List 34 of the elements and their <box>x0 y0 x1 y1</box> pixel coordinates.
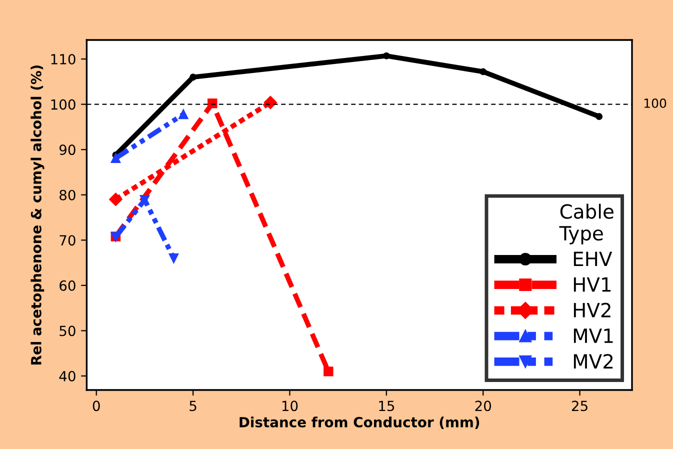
y-tick-label: 90 <box>59 144 76 156</box>
x-tick-label: 10 <box>282 400 298 412</box>
point <box>168 253 179 264</box>
x-tick-label: 25 <box>572 400 588 412</box>
point <box>208 98 218 108</box>
legend-label: MV2 <box>574 354 613 368</box>
point <box>109 192 122 206</box>
y-tick-label: 100 <box>51 99 76 110</box>
y-tick-label: 60 <box>60 280 76 291</box>
x-tick-label: 0 <box>92 400 100 412</box>
y-tick-label: 80 <box>60 190 76 200</box>
legend-label: EHV <box>574 252 612 266</box>
legend-label: HV1 <box>574 277 611 292</box>
point <box>480 68 487 76</box>
point <box>178 109 188 120</box>
legend-label: HV2 <box>574 302 610 318</box>
y-tick-label: 110 <box>51 54 76 64</box>
point <box>190 74 197 81</box>
x-tick-label: 15 <box>379 400 394 412</box>
x-tick-label: 20 <box>475 400 492 412</box>
y-tick-label: 40 <box>59 370 76 382</box>
point <box>324 366 334 376</box>
point <box>140 194 150 205</box>
point <box>596 113 603 120</box>
x-axis-title: Distance from Conductor (mm) <box>240 416 480 430</box>
legend-label: MV1 <box>574 328 613 343</box>
y-tick-label: 50 <box>60 326 76 336</box>
point <box>382 52 390 60</box>
y-axis-title: Rel acetophenone & cumyl alcohol (%) <box>30 65 44 364</box>
y-tick-label: 70 <box>60 235 76 246</box>
legend-title: Cable Type <box>559 204 614 244</box>
ref-line-label: 100 <box>644 98 666 108</box>
x-tick-label: 5 <box>190 400 196 412</box>
point <box>110 153 121 164</box>
